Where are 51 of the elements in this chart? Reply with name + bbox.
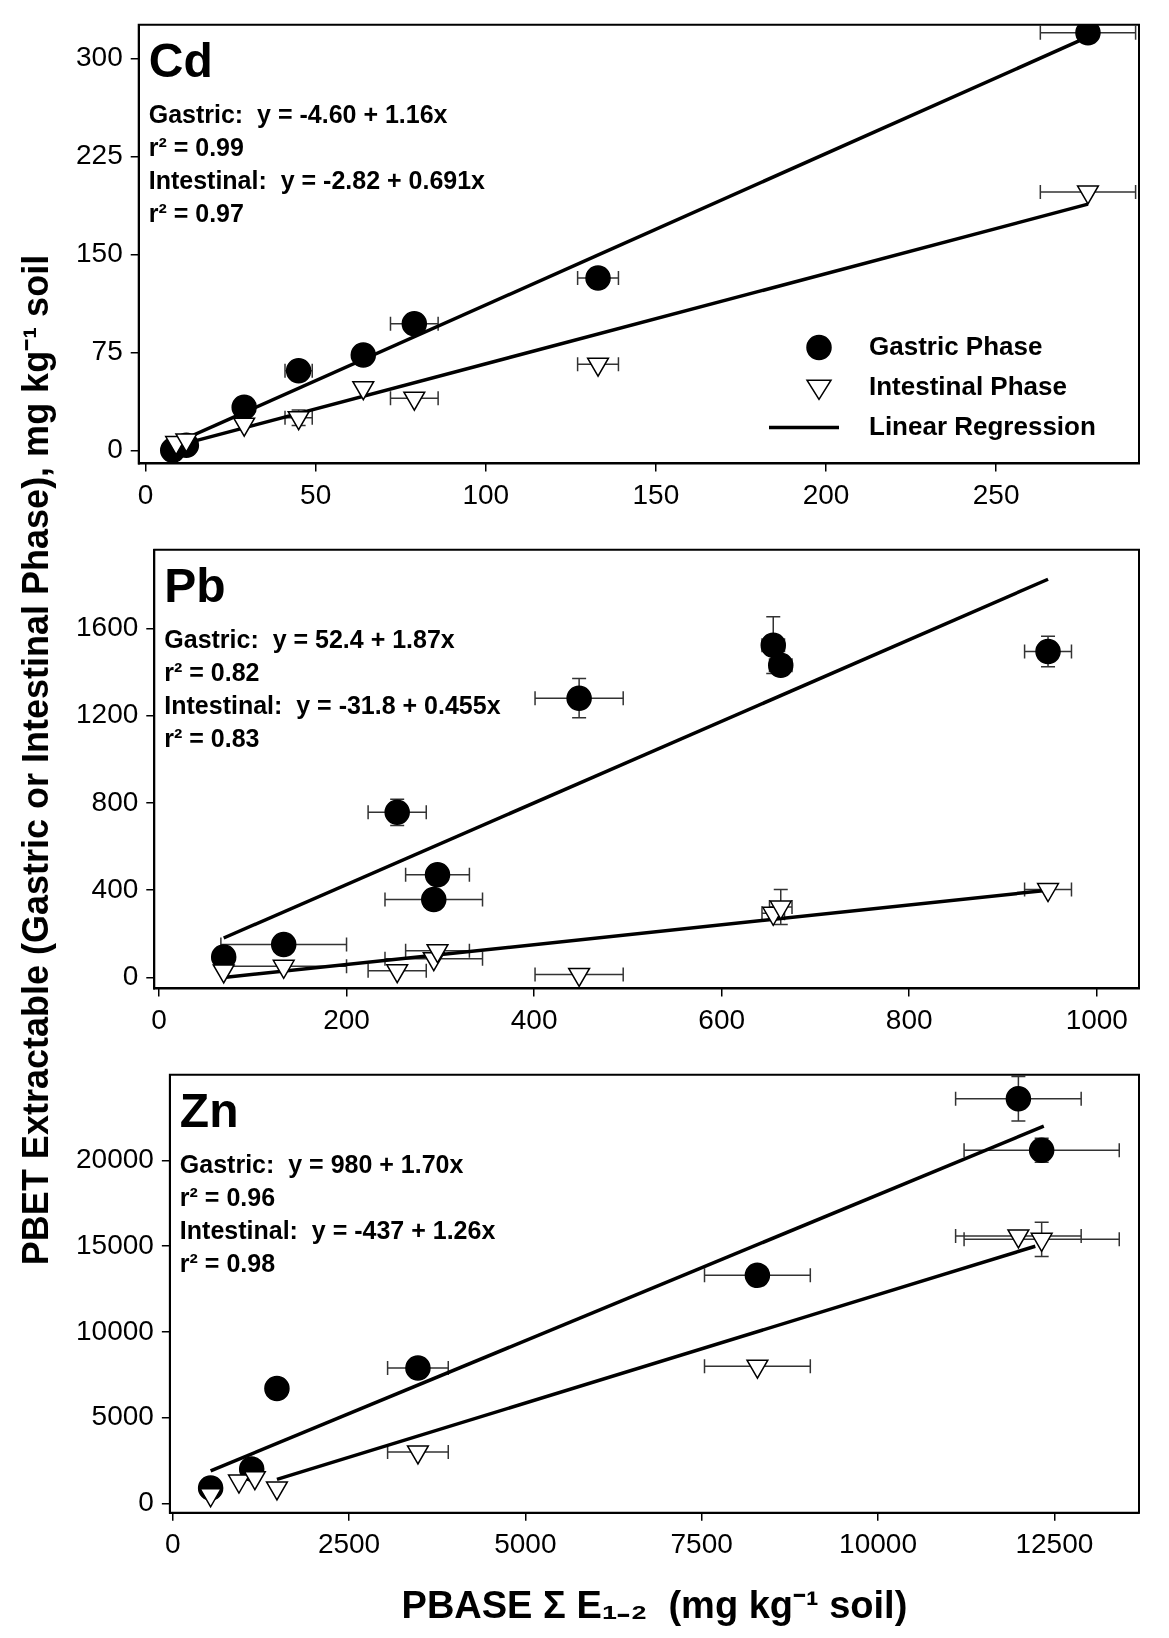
- legend-label: Linear Regression: [869, 410, 1096, 441]
- chart-title: Cd: [148, 33, 213, 87]
- y-tick-label: 15000: [75, 1228, 154, 1260]
- x-tick-label: 600: [698, 1003, 746, 1035]
- x-tick-label: 5000: [494, 1528, 557, 1560]
- y-tick-label: 0: [122, 960, 139, 992]
- y-tick-label: 5000: [91, 1400, 154, 1432]
- y-tick-label: 75: [91, 335, 123, 367]
- y-tick-label: 1600: [75, 611, 139, 643]
- x-tick-label: 12500: [1015, 1528, 1094, 1560]
- annotation: Intestinal: y = -437 + 1.26x: [179, 1215, 496, 1244]
- x-tick-label: 1000: [1065, 1003, 1128, 1035]
- annotation: r² = 0.83: [164, 723, 260, 752]
- y-tick-label: 10000: [75, 1314, 154, 1346]
- legend-label: Intestinal Phase: [869, 370, 1067, 401]
- y-tick-label: 400: [91, 872, 139, 904]
- annotation: r² = 0.99: [148, 132, 244, 161]
- annotation: Gastric: y = -4.60 + 1.16x: [148, 99, 448, 128]
- y-tick-label: 800: [91, 785, 139, 817]
- x-tick-label: 2500: [317, 1528, 381, 1560]
- x-tick-label: 10000: [839, 1528, 917, 1560]
- y-tick-label: 20000: [75, 1143, 154, 1175]
- x-tick-label: 150: [632, 478, 680, 510]
- annotation: Gastric: y = 980 + 1.70x: [179, 1149, 464, 1178]
- chart-title: Pb: [164, 558, 226, 612]
- x-tick-label: 200: [802, 478, 850, 510]
- x-tick-label: 250: [972, 478, 1020, 510]
- annotation: r² = 0.96: [179, 1182, 276, 1211]
- x-axis-title: PBASE Σ E₁₋₂ (mg kg⁻¹ soil): [401, 1583, 908, 1626]
- annotation: r² = 0.97: [148, 198, 244, 227]
- y-tick-label: 0: [107, 433, 123, 465]
- y-axis-title: PBET Extractable (Gastric or Intestinal Phase), mg kg⁻¹ soil: [13, 254, 57, 1266]
- x-tick-label: 400: [510, 1003, 558, 1035]
- x-tick-label: 800: [885, 1003, 933, 1035]
- annotation: r² = 0.98: [179, 1248, 276, 1277]
- y-tick-label: 150: [76, 237, 123, 269]
- annotation: r² = 0.82: [164, 657, 260, 686]
- y-tick-label: 225: [76, 139, 123, 171]
- annotation: Gastric: y = 52.4 + 1.87x: [164, 624, 455, 653]
- x-tick-label: 50: [300, 478, 332, 510]
- y-tick-label: 300: [76, 41, 123, 73]
- x-tick-label: 100: [462, 478, 510, 510]
- annotation: Intestinal: y = -2.82 + 0.691x: [148, 165, 486, 194]
- legend-label: Gastric Phase: [869, 330, 1043, 361]
- chart-title: Zn: [179, 1083, 239, 1137]
- x-tick-label: 200: [323, 1003, 370, 1035]
- y-tick-label: 1200: [75, 698, 139, 730]
- annotation: Intestinal: y = -31.8 + 0.455x: [164, 690, 501, 719]
- y-tick-label: 0: [138, 1486, 154, 1518]
- x-tick-label: 0: [164, 1528, 181, 1560]
- x-tick-label: 7500: [670, 1528, 733, 1560]
